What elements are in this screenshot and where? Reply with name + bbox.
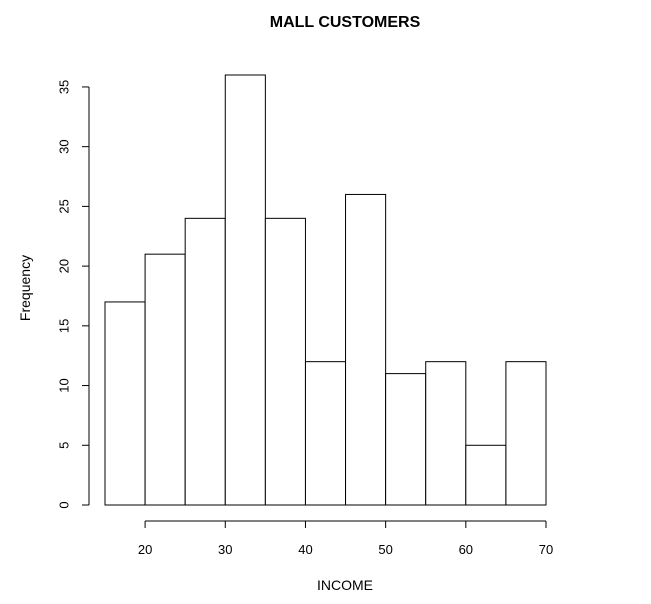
histogram-bar (144, 253, 186, 506)
histogram-bar (104, 301, 146, 506)
histogram-bar (465, 444, 507, 506)
bars-group (104, 74, 547, 506)
histogram-bar (505, 361, 547, 506)
y-tick-label: 15 (57, 319, 72, 333)
y-tick-label: 25 (57, 199, 72, 213)
y-tick-label: 30 (57, 139, 72, 153)
y-axis-title: Frequency (17, 255, 33, 321)
y-tick-label: 35 (57, 80, 72, 94)
histogram-bar (264, 217, 306, 506)
histogram-bar (345, 193, 387, 506)
y-tick-label: 0 (57, 501, 72, 508)
x-tick-label: 20 (138, 542, 152, 557)
histogram-bar (184, 217, 226, 506)
x-tick-label: 30 (218, 542, 232, 557)
y-tick-label: 20 (57, 259, 72, 273)
y-tick-label: 5 (57, 442, 72, 449)
histogram-bar (224, 74, 266, 506)
chart-title: MALL CUSTOMERS (270, 14, 421, 31)
x-tick-label: 60 (459, 542, 473, 557)
x-axis: 20 30 40 50 60 70 (138, 520, 553, 557)
x-axis-title: INCOME (317, 577, 373, 593)
x-tick-label: 40 (298, 542, 312, 557)
y-axis: 0 5 10 15 20 25 30 35 (57, 80, 90, 509)
histogram-bar (425, 361, 467, 506)
y-tick-label: 10 (57, 378, 72, 392)
x-tick-label: 70 (539, 542, 553, 557)
histogram-bar (304, 361, 347, 506)
histogram-bar (385, 373, 427, 506)
x-tick-label: 50 (378, 542, 392, 557)
